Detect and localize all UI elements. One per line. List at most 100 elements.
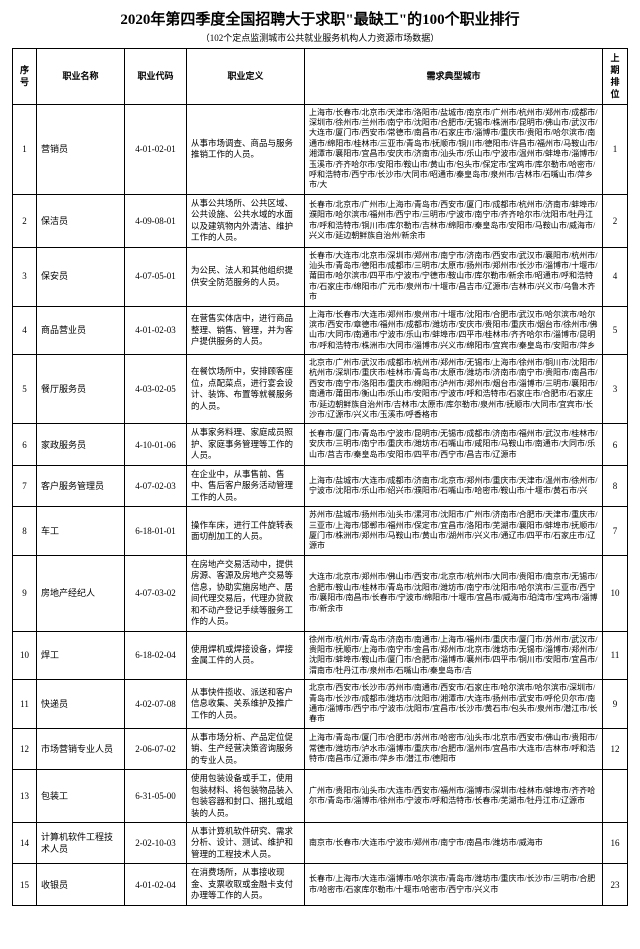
cell-def: 从事快件揽收、派送和客户信息收集、关系维护及推广工作的人员。 [187, 680, 305, 729]
table-row: 2保洁员4-09-08-01从事公共场所、公共区域、公共设施、公共水域的水面以及… [13, 194, 628, 247]
cell-name: 车工 [37, 507, 125, 556]
cell-code: 4-03-02-05 [125, 355, 187, 424]
cell-prev: 1 [603, 104, 628, 194]
cell-code: 4-07-05-01 [125, 247, 187, 306]
cell-name: 计算机软件工程技术人员 [37, 823, 125, 864]
cell-prev: 23 [603, 864, 628, 905]
cell-cities: 徐州市/杭州市/青岛市/济南市/南通市/上海市/福州市/重庆市/厦门市/苏州市/… [305, 631, 603, 680]
cell-name: 营销员 [37, 104, 125, 194]
table-row: 3保安员4-07-05-01为公民、法人和其他组织提供安全防范服务的人员。长春市… [13, 247, 628, 306]
table-row: 6家政服务员4-10-01-06从事家务料理、家庭成员照护、家庭事务管理等工作的… [13, 424, 628, 465]
cell-code: 2-06-07-02 [125, 728, 187, 769]
table-row: 1营销员4-01-02-01从事市场调查、商品与服务推销工作的人员。上海市/长春… [13, 104, 628, 194]
cell-def: 从事计算机软件研究、需求分析、设计、测试、维护和管理的工程技术人员。 [187, 823, 305, 864]
cell-cities: 长春市/大连市/北京市/深圳市/郑州市/南宁市/济南市/西安市/武汉市/襄阳市/… [305, 247, 603, 306]
cell-cities: 上海市/长春市/北京市/天津市/洛阳市/盐城市/南京市/广州市/杭州市/郑州市/… [305, 104, 603, 194]
cell-code: 4-01-02-03 [125, 306, 187, 355]
cell-code: 2-02-10-03 [125, 823, 187, 864]
cell-code: 4-09-08-01 [125, 194, 187, 247]
table-row: 7客户服务管理员4-07-02-03在企业中，从事售前、售中、售后客户服务活动管… [13, 465, 628, 506]
cell-prev: 7 [603, 507, 628, 556]
cell-prev: 6 [603, 424, 628, 465]
cell-seq: 14 [13, 823, 37, 864]
header-def: 职业定义 [187, 49, 305, 105]
header-prev: 上期排位 [603, 49, 628, 105]
cell-def: 使用包装设备或手工，使用包装材料、将包装物品装入包装容器和封口、捆扎或组装的人员… [187, 770, 305, 823]
cell-def: 操作车床，进行工件旋转表面切削加工的人员。 [187, 507, 305, 556]
cell-prev: 2 [603, 194, 628, 247]
cell-seq: 1 [13, 104, 37, 194]
cell-prev: 8 [603, 465, 628, 506]
page-title: 2020年第四季度全国招聘大于求职"最缺工"的100个职业排行 [12, 8, 628, 29]
cell-cities: 南京市/长春市/大连市/宁波市/郑州市/南宁市/南昌市/潍坊市/威海市 [305, 823, 603, 864]
cell-code: 4-07-02-03 [125, 465, 187, 506]
cell-def: 使用焊机或焊接设备，焊接金属工件的人员。 [187, 631, 305, 680]
cell-def: 在房地产交易活动中，提供房源、客源及房地产交易等信息，协助实施房地产、居间代理交… [187, 555, 305, 631]
page-subtitle: （102个定点监测城市公共就业服务机构人力资源市场数据） [12, 31, 628, 44]
cell-def: 在消费场所，从事接收现金、支票收取或金融卡支付办理等工作的人员。 [187, 864, 305, 905]
cell-cities: 长春市/北京市/广州市/上海市/青岛市/西安市/厦门市/成都市/杭州市/济南市/… [305, 194, 603, 247]
cell-code: 4-01-02-04 [125, 864, 187, 905]
cell-cities: 北京市/广州市/武汉市/成都市/杭州市/郑州市/无锡市/上海市/徐州市/铜川市/… [305, 355, 603, 424]
cell-cities: 上海市/盐城市/大连市/成都市/济南市/北京市/郑州市/重庆市/天津市/温州市/… [305, 465, 603, 506]
table-row: 9房地产经纪人4-07-03-02在房地产交易活动中，提供房源、客源及房地产交易… [13, 555, 628, 631]
cell-cities: 北京市/西安市/长沙市/苏州市/南通市/西安市/石家庄市/哈尔滨市/哈尔滨市/深… [305, 680, 603, 729]
cell-def: 在营售实体店中，进行商品整理、销售、管理，并为客户提供服务的人员。 [187, 306, 305, 355]
table-row: 4商品营业员4-01-02-03在营售实体店中，进行商品整理、销售、管理，并为客… [13, 306, 628, 355]
cell-cities: 广州市/贵阳市/汕头市/大连市/西安市/福州市/淄博市/深圳市/桂林市/蚌埠市/… [305, 770, 603, 823]
cell-name: 收银员 [37, 864, 125, 905]
cell-name: 客户服务管理员 [37, 465, 125, 506]
cell-def: 在企业中，从事售前、售中、售后客户服务活动管理工作的人员。 [187, 465, 305, 506]
cell-seq: 2 [13, 194, 37, 247]
table-row: 14计算机软件工程技术人员2-02-10-03从事计算机软件研究、需求分析、设计… [13, 823, 628, 864]
cell-seq: 12 [13, 728, 37, 769]
cell-seq: 8 [13, 507, 37, 556]
cell-seq: 15 [13, 864, 37, 905]
cell-code: 6-18-01-01 [125, 507, 187, 556]
ranking-table: 序号 职业名称 职业代码 职业定义 需求典型城市 上期排位 1营销员4-01-0… [12, 48, 628, 906]
cell-code: 4-07-03-02 [125, 555, 187, 631]
cell-name: 市场营销专业人员 [37, 728, 125, 769]
cell-def: 从事市场分析、产品定位促销、生产经营决策咨询服务的专业人员。 [187, 728, 305, 769]
header-seq: 序号 [13, 49, 37, 105]
cell-name: 房地产经纪人 [37, 555, 125, 631]
header-cities: 需求典型城市 [305, 49, 603, 105]
cell-def: 从事市场调查、商品与服务推销工作的人员。 [187, 104, 305, 194]
cell-cities: 上海市/青岛市/厦门市/合肥市/苏州市/哈密市/汕头市/北京市/西安市/佛山市/… [305, 728, 603, 769]
cell-name: 保安员 [37, 247, 125, 306]
cell-cities: 长春市/厦门市/青岛市/宁波市/昆明市/无锡市/成都市/济南市/福州市/武汉市/… [305, 424, 603, 465]
table-row: 5餐厅服务员4-03-02-05在餐饮场所中，安排顾客座位，点配菜点，进行宴会设… [13, 355, 628, 424]
table-header-row: 序号 职业名称 职业代码 职业定义 需求典型城市 上期排位 [13, 49, 628, 105]
cell-def: 从事公共场所、公共区域、公共设施、公共水域的水面以及建筑物内外清洁、维护工作的人… [187, 194, 305, 247]
table-row: 12市场营销专业人员2-06-07-02从事市场分析、产品定位促销、生产经营决策… [13, 728, 628, 769]
cell-name: 家政服务员 [37, 424, 125, 465]
cell-cities: 上海市/长春市/大连市/郑州市/泉州市/十堰市/沈阳市/合肥市/武汉市/哈尔滨市… [305, 306, 603, 355]
cell-prev: 4 [603, 247, 628, 306]
cell-prev: 5 [603, 306, 628, 355]
cell-prev: 12 [603, 728, 628, 769]
cell-prev: 9 [603, 680, 628, 729]
cell-code: 6-31-05-00 [125, 770, 187, 823]
cell-cities: 大连市/北京市/郑州市/佛山市/西安市/北京市/杭州市/大同市/贵阳市/南京市/… [305, 555, 603, 631]
cell-seq: 4 [13, 306, 37, 355]
cell-seq: 9 [13, 555, 37, 631]
cell-seq: 6 [13, 424, 37, 465]
cell-cities: 长春市/上海市/大连市/淄博市/哈尔滨市/青岛市/潍坊市/重庆市/长沙市/三明市… [305, 864, 603, 905]
cell-seq: 3 [13, 247, 37, 306]
cell-cities: 苏州市/盐城市/扬州市/汕头市/漯河市/沈阳市/广州市/济南市/合肥市/天津市/… [305, 507, 603, 556]
cell-prev [603, 770, 628, 823]
cell-code: 6-18-02-04 [125, 631, 187, 680]
table-row: 10焊工6-18-02-04使用焊机或焊接设备，焊接金属工件的人员。徐州市/杭州… [13, 631, 628, 680]
cell-code: 4-02-07-08 [125, 680, 187, 729]
cell-prev: 3 [603, 355, 628, 424]
cell-seq: 10 [13, 631, 37, 680]
header-code: 职业代码 [125, 49, 187, 105]
cell-name: 商品营业员 [37, 306, 125, 355]
cell-code: 4-10-01-06 [125, 424, 187, 465]
table-row: 15收银员4-01-02-04在消费场所，从事接收现金、支票收取或金融卡支付办理… [13, 864, 628, 905]
table-row: 13包装工6-31-05-00使用包装设备或手工，使用包装材料、将包装物品装入包… [13, 770, 628, 823]
header-name: 职业名称 [37, 49, 125, 105]
cell-seq: 7 [13, 465, 37, 506]
cell-prev: 10 [603, 555, 628, 631]
cell-prev: 11 [603, 631, 628, 680]
